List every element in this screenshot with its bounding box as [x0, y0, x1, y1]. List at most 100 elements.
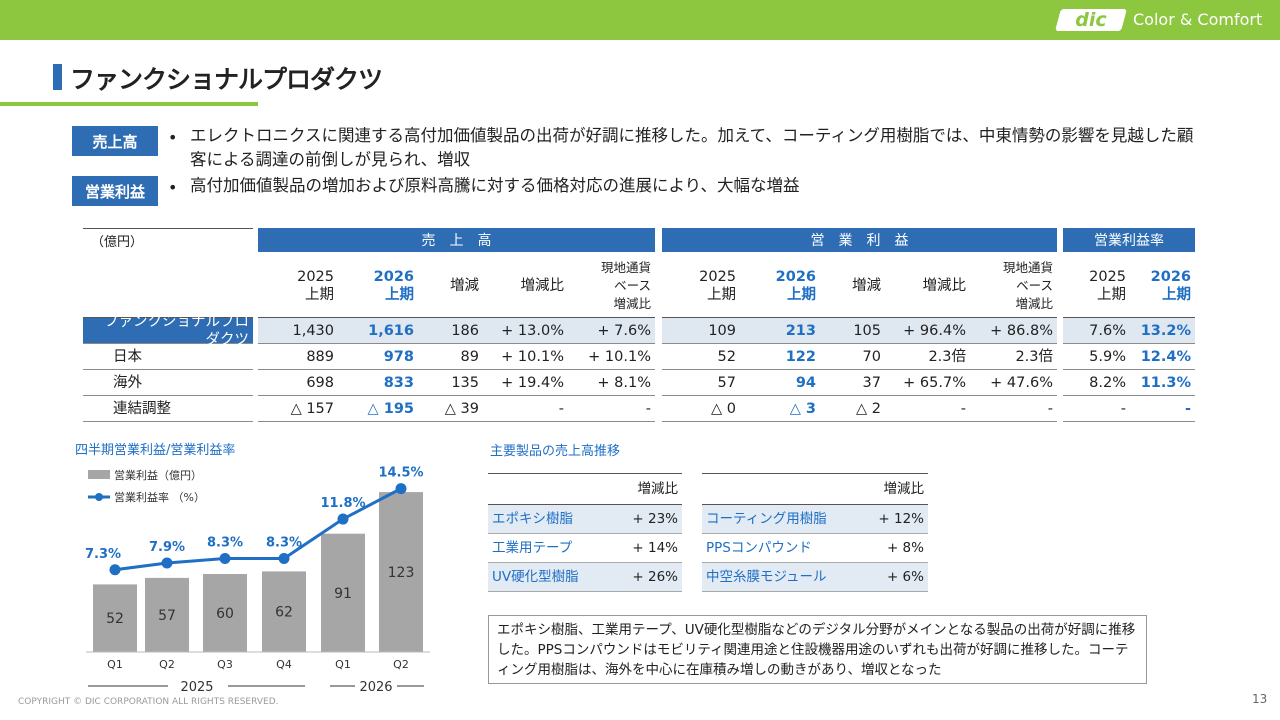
- bar: [379, 492, 423, 652]
- table-cell: -: [970, 396, 1057, 422]
- summary-label: 売上高: [72, 126, 158, 156]
- table-cell: + 47.6%: [970, 370, 1057, 396]
- bar-value-label: 57: [158, 608, 176, 624]
- table-cell: △ 0: [662, 396, 740, 422]
- table-cell: -: [1063, 396, 1130, 422]
- x-tick-label: Q3: [217, 658, 233, 671]
- line-value-label: 7.9%: [149, 540, 185, 555]
- table-cell: 11.3%: [1130, 370, 1195, 396]
- line-marker: [278, 552, 290, 564]
- table-column-header: 現地通貨 ベース 増減比: [568, 254, 655, 318]
- title-underline: [0, 102, 258, 106]
- product-change: + 23%: [604, 505, 682, 534]
- table-column-header: 2025 上期: [662, 254, 740, 318]
- product-change: + 6%: [837, 563, 928, 592]
- bar-value-label: 62: [275, 605, 293, 621]
- table-cell: + 96.4%: [885, 318, 970, 344]
- x-tick-label: Q4: [276, 658, 292, 671]
- bar-value-label: 52: [106, 611, 124, 627]
- table-column-header: 増減比: [483, 254, 568, 318]
- legend-label: 営業利益（億円）: [114, 468, 202, 482]
- table-cell: 122: [740, 344, 820, 370]
- table-cell: 12.4%: [1130, 344, 1195, 370]
- table-cell: -: [483, 396, 568, 422]
- table-cell: 2.3倍: [885, 344, 970, 370]
- table-cell: 978: [338, 344, 418, 370]
- table-column-header: 2026 上期: [740, 254, 820, 318]
- table-cell: ファンクショナルプロダクツ: [83, 314, 253, 348]
- table-cell: 1,430: [258, 318, 338, 344]
- table-group-header: 営業利益率: [1063, 228, 1195, 252]
- table-cell: 889: [258, 344, 338, 370]
- table-cell: 13.2%: [1130, 318, 1195, 344]
- bar: [145, 577, 189, 652]
- table-group-header: 売 上 高: [258, 228, 655, 252]
- table-cell: 1,616: [338, 318, 418, 344]
- table-column-header: 2026 上期: [1130, 254, 1195, 318]
- product-name: PPSコンパウンド: [702, 534, 838, 563]
- table-column-header: 2025 上期: [258, 254, 338, 318]
- line-value-label: 14.5%: [378, 466, 423, 481]
- table-cell: 698: [258, 370, 338, 396]
- table-cell: △ 157: [258, 396, 338, 422]
- table-cell: -: [568, 396, 655, 422]
- product-name: 中空糸膜モジュール: [702, 563, 838, 592]
- bar: [93, 584, 137, 652]
- table-cell: 7.6%: [1063, 318, 1130, 344]
- product-name: エポキシ樹脂: [488, 505, 605, 534]
- bar-value-label: 91: [334, 586, 352, 602]
- title-marker: [53, 64, 62, 90]
- logo: dic: [1075, 9, 1107, 31]
- bar-value-label: 123: [388, 565, 415, 581]
- table-cell: + 19.4%: [483, 370, 568, 396]
- bar: [321, 533, 365, 652]
- x-tick-label: Q1: [335, 658, 351, 671]
- product-table-header: 増減比: [702, 473, 928, 505]
- product-change: + 8%: [837, 534, 928, 563]
- table-cell: 日本: [83, 344, 253, 370]
- table-cell: △ 39: [418, 396, 483, 422]
- table-column-header: 増減比: [885, 254, 970, 318]
- page-number: 13: [1252, 692, 1268, 706]
- table-cell: 2.3倍: [970, 344, 1057, 370]
- table-cell: △ 3: [740, 396, 820, 422]
- table-cell: 37: [820, 370, 885, 396]
- bar: [262, 571, 306, 652]
- table-header-line: [83, 317, 253, 318]
- legend-label: 営業利益率 （%）: [114, 490, 205, 504]
- legend-swatch: [88, 470, 110, 479]
- table-column-header: 現地通貨 ベース 増減比: [970, 254, 1057, 318]
- copyright: COPYRIGHT © DIC CORPORATION ALL RIGHTS R…: [18, 697, 279, 707]
- table-cell: △ 195: [338, 396, 418, 422]
- x-tick-label: Q2: [393, 658, 409, 671]
- line-marker: [337, 513, 349, 525]
- table-column-header: 2025 上期: [1063, 254, 1130, 318]
- table-cell: 186: [418, 318, 483, 344]
- product-name: 工業用テープ: [488, 534, 605, 563]
- table-column-header: 増減: [820, 254, 885, 318]
- line: [114, 487, 402, 572]
- table-cell: △ 2: [820, 396, 885, 422]
- line-value-label: 8.3%: [266, 535, 302, 550]
- table-column-header: 2026 上期: [338, 254, 418, 318]
- table-cell: 109: [662, 318, 740, 344]
- product-table-header: 増減比: [488, 473, 682, 505]
- products-title: 主要製品の売上高推移: [490, 444, 621, 459]
- table-cell: 833: [338, 370, 418, 396]
- line-value-label: 7.3%: [85, 547, 121, 562]
- table-cell: 135: [418, 370, 483, 396]
- x-tick-label: Q1: [107, 658, 123, 671]
- summary-text: エレクトロニクスに関連する高付加価値製品の出荷が好調に推移した。加えて、コーティ…: [190, 126, 1194, 169]
- line-marker: [109, 564, 121, 576]
- table-cell: -: [1130, 396, 1195, 422]
- x-tick-label: Q2: [159, 658, 175, 671]
- summary-label: 営業利益: [72, 176, 158, 206]
- table-cell: + 8.1%: [568, 370, 655, 396]
- table-cell: 105: [820, 318, 885, 344]
- table-cell: + 7.6%: [568, 318, 655, 344]
- legend-marker: [95, 493, 103, 501]
- table-cell: 213: [740, 318, 820, 344]
- table-cell: 70: [820, 344, 885, 370]
- table-group-header: 営 業 利 益: [662, 228, 1057, 252]
